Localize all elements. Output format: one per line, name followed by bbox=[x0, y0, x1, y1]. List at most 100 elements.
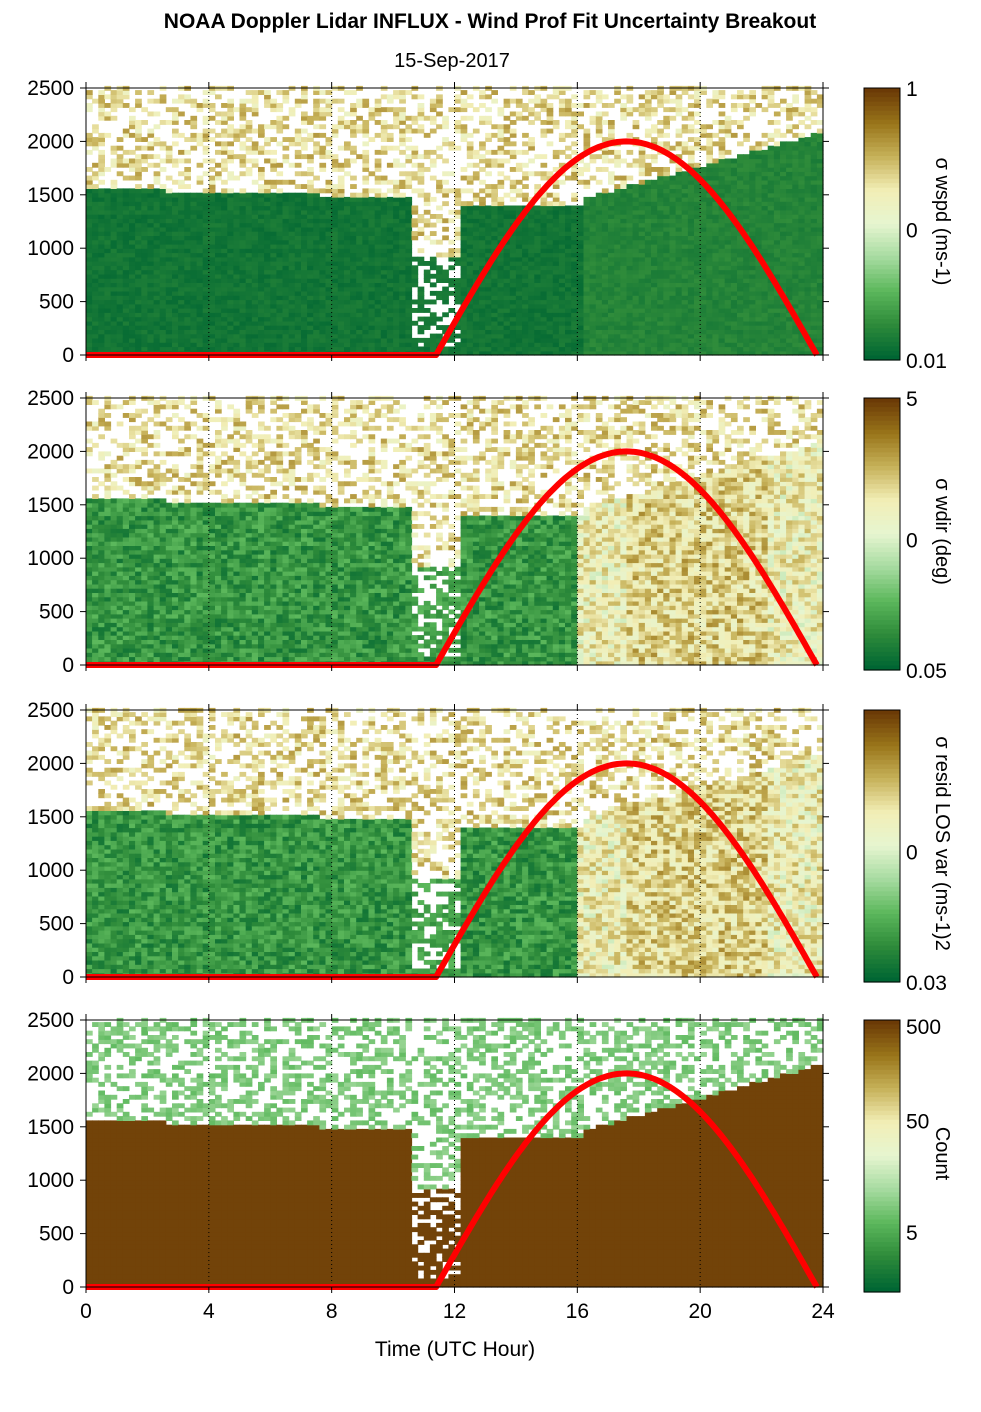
heatmap-cell bbox=[92, 124, 99, 129]
heatmap-cell bbox=[405, 206, 412, 211]
heatmap-cell bbox=[418, 347, 425, 352]
heatmap-cell bbox=[160, 231, 167, 236]
heatmap-cell bbox=[301, 312, 308, 317]
heatmap-cell bbox=[276, 282, 283, 287]
heatmap-cell bbox=[307, 347, 314, 352]
heatmap-cell bbox=[227, 227, 234, 232]
heatmap-cell bbox=[258, 321, 265, 326]
heatmap-cell bbox=[356, 300, 363, 305]
heatmap-cell bbox=[436, 103, 443, 108]
heatmap-cell bbox=[405, 265, 412, 270]
heatmap-cell bbox=[258, 129, 265, 134]
heatmap-cell bbox=[233, 133, 240, 138]
heatmap-cell bbox=[135, 218, 142, 223]
heatmap-cell bbox=[442, 253, 449, 258]
heatmap-cell bbox=[178, 317, 185, 322]
heatmap-cell bbox=[209, 312, 216, 317]
heatmap-cell bbox=[92, 274, 99, 279]
heatmap-cell bbox=[240, 206, 247, 211]
heatmap-cell bbox=[197, 261, 204, 266]
heatmap-cell bbox=[276, 171, 283, 176]
heatmap-cell bbox=[295, 287, 302, 292]
heatmap-cell bbox=[86, 244, 93, 249]
heatmap-cell bbox=[301, 235, 308, 240]
heatmap-cell bbox=[246, 99, 253, 104]
heatmap-cell bbox=[209, 235, 216, 240]
heatmap-cell bbox=[92, 291, 99, 296]
heatmap-cell bbox=[117, 193, 124, 198]
heatmap-cell bbox=[240, 325, 247, 330]
heatmap-cell bbox=[362, 133, 369, 138]
heatmap-cell bbox=[424, 321, 431, 326]
heatmap-cell bbox=[307, 295, 314, 300]
heatmap-cell bbox=[344, 90, 351, 95]
heatmap-cell bbox=[215, 317, 222, 322]
heatmap-cell bbox=[332, 124, 339, 129]
heatmap-cell bbox=[160, 308, 167, 313]
heatmap-cell bbox=[104, 240, 111, 245]
heatmap-cell bbox=[209, 184, 216, 189]
heatmap-cell bbox=[332, 184, 339, 189]
heatmap-cell bbox=[160, 338, 167, 343]
heatmap-cell bbox=[233, 201, 240, 206]
heatmap-cell bbox=[98, 248, 105, 253]
heatmap-cell bbox=[258, 206, 265, 211]
heatmap-cell bbox=[178, 235, 185, 240]
heatmap-cell bbox=[92, 308, 99, 313]
heatmap-cell bbox=[160, 235, 167, 240]
heatmap-cell bbox=[178, 278, 185, 283]
heatmap-cell bbox=[381, 218, 388, 223]
heatmap-cell bbox=[166, 235, 173, 240]
heatmap-cell bbox=[190, 120, 197, 125]
heatmap-cell bbox=[381, 347, 388, 352]
heatmap-cell bbox=[233, 197, 240, 202]
heatmap-cell bbox=[221, 334, 228, 339]
heatmap-cell bbox=[332, 338, 339, 343]
heatmap-cell bbox=[455, 257, 462, 262]
heatmap-cell bbox=[86, 223, 93, 228]
heatmap-cell bbox=[393, 334, 400, 339]
heatmap-cell bbox=[369, 227, 376, 232]
heatmap-cell bbox=[92, 257, 99, 262]
heatmap-cell bbox=[86, 240, 93, 245]
heatmap-cell bbox=[436, 99, 443, 104]
heatmap-cell bbox=[190, 235, 197, 240]
heatmap-cell bbox=[98, 223, 105, 228]
heatmap-cell bbox=[184, 197, 191, 202]
heatmap-cell bbox=[227, 223, 234, 228]
heatmap-cell bbox=[252, 218, 259, 223]
heatmap-cell bbox=[362, 278, 369, 283]
heatmap-cell bbox=[209, 107, 216, 112]
heatmap-cell bbox=[117, 295, 124, 300]
heatmap-cell bbox=[111, 159, 118, 164]
heatmap-cell bbox=[166, 270, 173, 275]
heatmap-cell bbox=[436, 265, 443, 270]
heatmap-cell bbox=[178, 184, 185, 189]
heatmap-cell bbox=[98, 317, 105, 322]
heatmap-cell bbox=[424, 325, 431, 330]
heatmap-cell bbox=[405, 227, 412, 232]
heatmap-cell bbox=[295, 129, 302, 134]
heatmap-cell bbox=[252, 107, 259, 112]
heatmap-cell bbox=[98, 137, 105, 142]
heatmap-cell bbox=[283, 347, 290, 352]
heatmap-cell bbox=[184, 253, 191, 258]
heatmap-cell bbox=[98, 261, 105, 266]
heatmap-cell bbox=[98, 321, 105, 326]
heatmap-cell bbox=[240, 347, 247, 352]
heatmap-cell bbox=[338, 287, 345, 292]
heatmap-cell bbox=[424, 270, 431, 275]
heatmap-cell bbox=[338, 278, 345, 283]
heatmap-cell bbox=[405, 312, 412, 317]
heatmap-cell bbox=[246, 270, 253, 275]
heatmap-cell bbox=[436, 218, 443, 223]
heatmap-cell bbox=[350, 253, 357, 258]
heatmap-cell bbox=[166, 253, 173, 258]
heatmap-cell bbox=[455, 231, 462, 236]
heatmap-cell bbox=[166, 223, 173, 228]
heatmap-cell bbox=[141, 201, 148, 206]
heatmap-cell bbox=[436, 188, 443, 193]
heatmap-cell bbox=[387, 257, 394, 262]
heatmap-cell bbox=[405, 278, 412, 283]
heatmap-cell bbox=[160, 210, 167, 215]
